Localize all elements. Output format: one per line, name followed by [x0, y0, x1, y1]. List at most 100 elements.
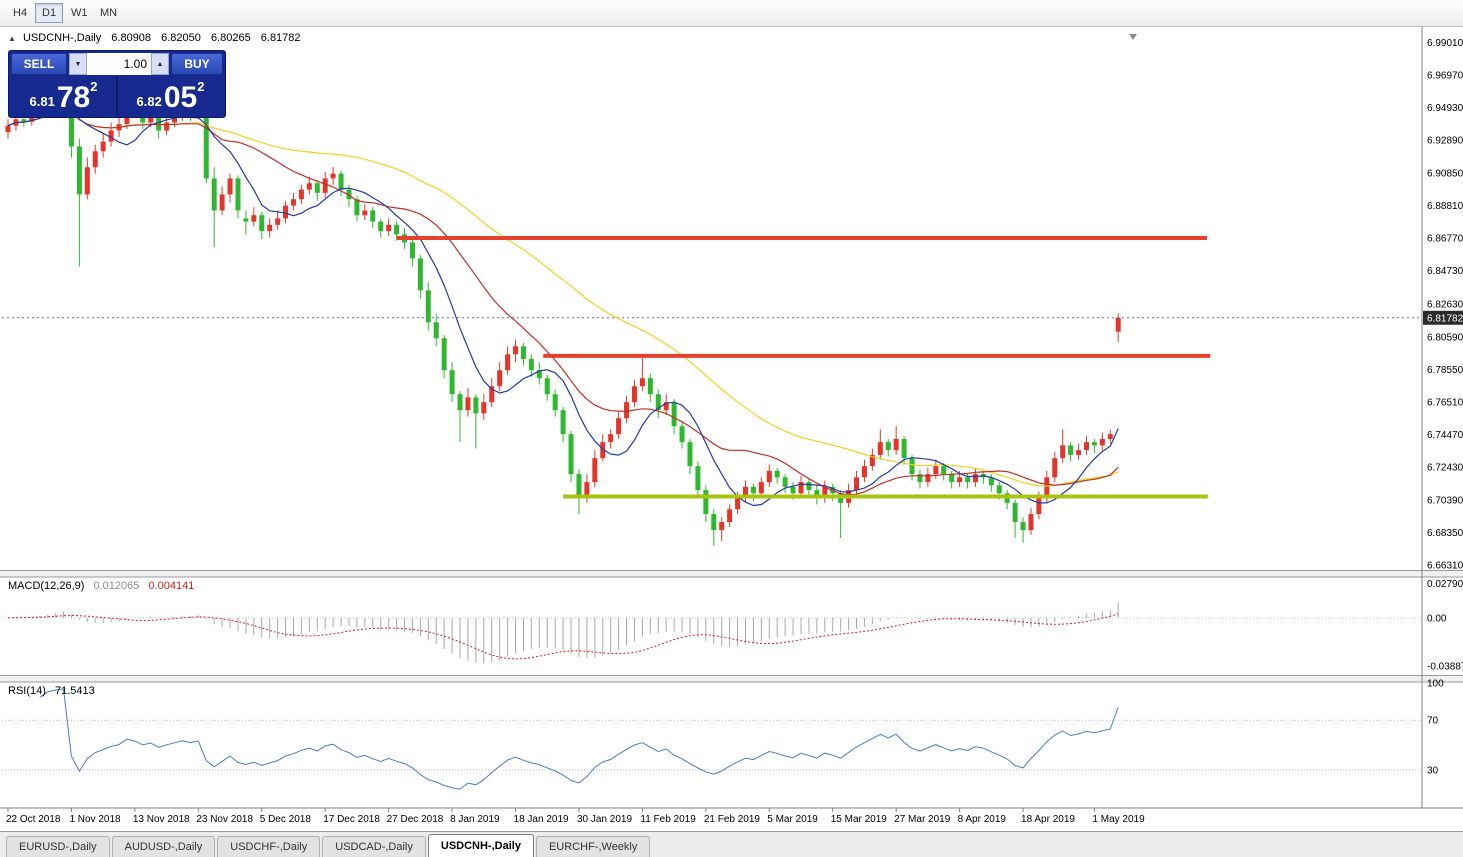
svg-text:6.82630: 6.82630 — [1427, 300, 1463, 311]
candle — [695, 466, 701, 491]
candle — [497, 370, 503, 387]
candle — [568, 434, 574, 475]
candle — [639, 378, 645, 387]
chart-shift-marker-icon[interactable] — [1129, 34, 1137, 40]
svg-text:6.86770: 6.86770 — [1427, 234, 1463, 245]
svg-text:27 Mar 2019: 27 Mar 2019 — [894, 814, 951, 825]
macd-axis: 0.027908 0.00 -0.038871 — [1427, 579, 1463, 673]
macd-name: MACD(12,26,9) — [8, 580, 85, 592]
candle — [631, 386, 637, 403]
candle — [782, 477, 788, 487]
candle — [735, 498, 741, 510]
ask-price-big: 05 — [163, 81, 198, 114]
svg-text:6.78550: 6.78550 — [1427, 365, 1463, 376]
svg-text:6.88810: 6.88810 — [1427, 201, 1463, 212]
timeframe-w1-button[interactable]: W1 — [64, 3, 92, 23]
candle — [750, 486, 756, 494]
timeframe-d1-button[interactable]: D1 — [35, 3, 63, 23]
timeframe-h4-button[interactable]: H4 — [6, 3, 34, 23]
volume-input[interactable] — [87, 53, 151, 75]
sell-price-button[interactable]: 6.81 78 2 — [11, 77, 116, 115]
svg-text:27 Dec 2018: 27 Dec 2018 — [387, 814, 444, 825]
svg-text:18 Jan 2019: 18 Jan 2019 — [514, 814, 569, 825]
candle — [1091, 442, 1097, 446]
rsi-name: RSI(14) — [8, 685, 46, 697]
volume-decrease-button[interactable]: ▼ — [69, 53, 87, 75]
candle — [806, 482, 812, 491]
chart-tab-audusd[interactable]: AUDUSD-,Daily — [111, 836, 216, 857]
candle — [949, 474, 955, 483]
candle — [774, 470, 780, 478]
chart-tab-eurchf[interactable]: EURCHF-,Weekly — [535, 836, 651, 857]
ma-line-20 — [7, 106, 1119, 496]
candle — [671, 402, 677, 427]
candle — [869, 454, 875, 467]
candle — [92, 151, 98, 168]
chart-tab-usdcad[interactable]: USDCAD-,Daily — [322, 836, 426, 857]
svg-text:6.84730: 6.84730 — [1427, 266, 1463, 277]
candle — [536, 370, 542, 379]
candle — [433, 322, 439, 339]
buy-button[interactable]: BUY — [171, 53, 223, 75]
candle — [84, 167, 90, 195]
one-click-toggle-icon[interactable]: ▲ — [8, 34, 16, 43]
bid-price-prefix: 6.81 — [29, 94, 55, 109]
svg-text:100: 100 — [1427, 679, 1444, 690]
candle — [608, 434, 614, 443]
candle — [330, 173, 336, 179]
chart-tab-eurusd[interactable]: EURUSD-,Daily — [6, 836, 110, 857]
ma-line-45 — [7, 106, 1119, 487]
candle — [933, 466, 939, 475]
candle — [29, 115, 35, 122]
candle — [267, 224, 273, 232]
ohlc-close: 6.81782 — [260, 32, 301, 44]
candle — [742, 486, 748, 499]
candle — [965, 477, 971, 483]
svg-text:6.66310: 6.66310 — [1427, 561, 1463, 572]
volume-increase-button[interactable]: ▲ — [151, 53, 169, 75]
rsi-line — [39, 688, 1119, 790]
rsi-indicator-label: RSI(14) 71.5413 — [8, 685, 101, 697]
candle — [1099, 438, 1105, 446]
one-click-trading-panel: SELL ▼ ▲ BUY 6.81 78 2 6.82 05 2 — [8, 50, 226, 118]
svg-text:6.81782: 6.81782 — [1427, 313, 1463, 324]
candle — [290, 199, 296, 206]
svg-text:22 Oct 2018: 22 Oct 2018 — [6, 814, 61, 825]
candle — [1012, 502, 1018, 523]
candle — [513, 346, 519, 355]
svg-text:30 Jan 2019: 30 Jan 2019 — [577, 814, 632, 825]
candle — [283, 205, 289, 219]
svg-text:1 May 2019: 1 May 2019 — [1092, 814, 1145, 825]
candle — [719, 522, 725, 531]
rsi-value: 71.5413 — [54, 685, 95, 697]
buy-price-button[interactable]: 6.82 05 2 — [118, 77, 223, 115]
candle — [758, 482, 764, 494]
svg-text:6.80590: 6.80590 — [1427, 332, 1463, 343]
svg-text:0.00: 0.00 — [1427, 613, 1447, 624]
ohlc-open: 6.80908 — [111, 32, 152, 44]
candle — [901, 438, 907, 459]
candle — [172, 116, 178, 123]
macd-indicator-label: MACD(12,26,9) 0.012065 0.004141 — [8, 580, 200, 592]
candle — [76, 146, 82, 195]
macd-histogram — [15, 602, 1119, 664]
svg-text:8 Jan 2019: 8 Jan 2019 — [450, 814, 500, 825]
candle — [100, 141, 106, 152]
macd-signal-line — [7, 613, 1119, 660]
price-chart-canvas[interactable]: 6.99010 6.96970 6.94930 6.92890 6.90850 6.888… — [0, 27, 1463, 857]
chart-tab-usdchf[interactable]: USDCHF-,Daily — [217, 836, 321, 857]
chart-tab-usdcnh[interactable]: USDCNH-,Daily — [427, 834, 534, 857]
candle — [417, 258, 423, 291]
candle — [322, 178, 328, 193]
candle — [528, 359, 534, 371]
timeframe-mn-button[interactable]: MN — [93, 3, 121, 23]
candle — [1068, 445, 1074, 455]
svg-text:6.94930: 6.94930 — [1427, 103, 1463, 114]
svg-text:6.74470: 6.74470 — [1427, 430, 1463, 441]
candle — [1060, 445, 1066, 459]
bid-price-pip: 2 — [90, 79, 98, 94]
candle — [259, 215, 265, 232]
sell-button[interactable]: SELL — [11, 53, 67, 75]
candle — [489, 386, 495, 403]
candle — [314, 183, 320, 193]
